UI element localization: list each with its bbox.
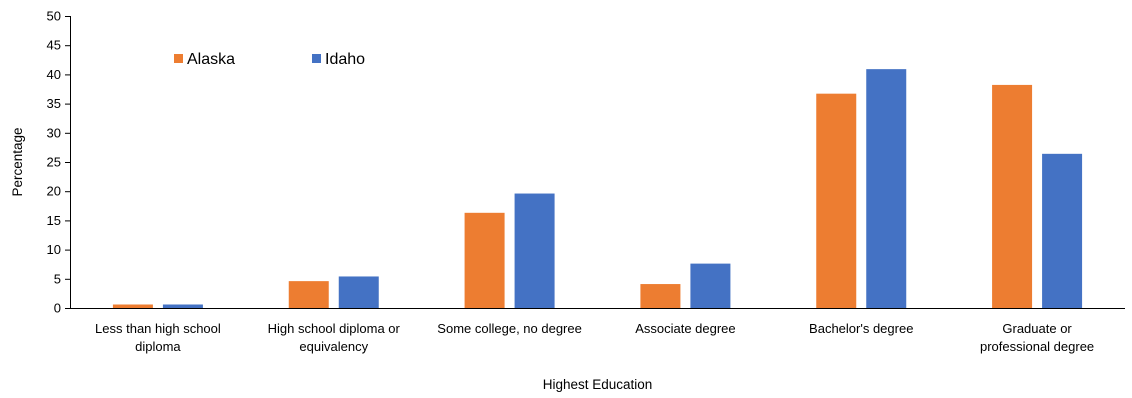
legend-label-idaho: Idaho <box>325 51 365 68</box>
x-category-label: Some college, no degree <box>437 321 582 336</box>
bar-idaho-4 <box>866 69 907 308</box>
bar-alaska-4 <box>816 93 857 308</box>
bar-idaho-3 <box>690 263 731 308</box>
y-tick-label: 40 <box>47 67 61 82</box>
y-tick-label: 25 <box>47 155 61 170</box>
x-category-label: Graduate or professional degree <box>980 321 1094 354</box>
bar-idaho-1 <box>338 276 379 308</box>
y-axis-ticks: 0 5 10 15 20 25 30 35 40 45 50 <box>47 9 70 316</box>
bar-alaska-2 <box>464 212 505 308</box>
bars <box>112 69 1083 308</box>
bar-alaska-5 <box>992 84 1033 308</box>
y-tick-label: 5 <box>54 271 61 286</box>
x-axis-title: Highest Education <box>543 377 653 392</box>
x-category-label: Associate degree <box>635 321 735 336</box>
y-tick-label: 20 <box>47 184 61 199</box>
y-tick-label: 35 <box>47 96 61 111</box>
x-category-label: Less than high school diploma <box>95 321 221 354</box>
bar-alaska-1 <box>288 281 329 308</box>
legend-swatch-idaho <box>312 54 321 63</box>
x-category-label: Bachelor's degree <box>809 321 913 336</box>
bar-idaho-0 <box>162 304 203 308</box>
y-tick-label: 30 <box>47 125 61 140</box>
legend-swatch-alaska <box>174 54 183 63</box>
bar-idaho-5 <box>1042 153 1083 308</box>
x-category-label: High school diploma or equivalency <box>268 321 401 354</box>
bar-idaho-2 <box>514 193 555 308</box>
y-tick-label: 15 <box>47 213 61 228</box>
legend: Alaska Idaho <box>174 51 365 68</box>
legend-label-alaska: Alaska <box>187 51 235 68</box>
x-axis-categories: Less than high school diploma High school … <box>95 321 1094 354</box>
y-tick-label: 0 <box>54 301 61 316</box>
bar-alaska-3 <box>640 284 681 308</box>
y-tick-label: 45 <box>47 38 61 53</box>
y-tick-label: 50 <box>47 9 61 24</box>
y-tick-label: 10 <box>47 242 61 257</box>
bar-alaska-0 <box>112 304 153 308</box>
y-axis-title: Percentage <box>10 127 25 196</box>
